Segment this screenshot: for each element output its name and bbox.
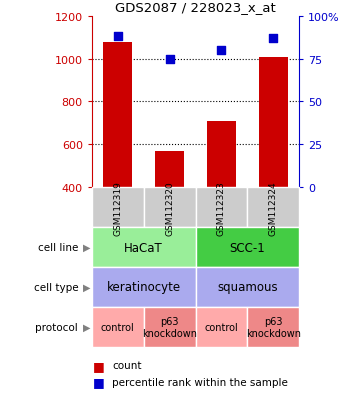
Bar xyxy=(92,268,196,307)
Bar xyxy=(195,268,299,307)
Text: GSM112320: GSM112320 xyxy=(165,180,174,235)
Point xyxy=(115,34,120,40)
Text: ▶: ▶ xyxy=(83,282,90,292)
Bar xyxy=(195,307,247,347)
Bar xyxy=(143,188,195,228)
Point xyxy=(219,47,224,54)
Text: ▶: ▶ xyxy=(83,322,90,332)
Text: cell type: cell type xyxy=(34,282,78,292)
Bar xyxy=(155,152,184,188)
Bar xyxy=(195,188,247,228)
Bar xyxy=(92,188,143,228)
Text: control: control xyxy=(101,322,135,332)
Bar xyxy=(259,58,288,188)
Text: ■: ■ xyxy=(93,375,104,389)
Bar xyxy=(92,228,196,268)
Bar xyxy=(92,307,143,347)
Bar xyxy=(248,307,299,347)
Text: cell line: cell line xyxy=(38,242,78,252)
Text: count: count xyxy=(112,361,142,370)
Point xyxy=(167,56,172,63)
Text: protocol: protocol xyxy=(35,322,78,332)
Text: ■: ■ xyxy=(93,359,104,372)
Title: GDS2087 / 228023_x_at: GDS2087 / 228023_x_at xyxy=(115,1,276,14)
Text: percentile rank within the sample: percentile rank within the sample xyxy=(112,377,288,387)
Text: GSM112319: GSM112319 xyxy=(113,180,122,235)
Text: SCC-1: SCC-1 xyxy=(230,241,265,254)
Text: squamous: squamous xyxy=(217,281,278,294)
Bar xyxy=(207,121,236,188)
Text: control: control xyxy=(205,322,238,332)
Text: ▶: ▶ xyxy=(83,242,90,252)
Text: GSM112323: GSM112323 xyxy=(217,180,226,235)
Text: HaCaT: HaCaT xyxy=(124,241,163,254)
Text: p63
knockdown: p63 knockdown xyxy=(142,316,197,338)
Text: GSM112324: GSM112324 xyxy=(269,180,278,235)
Bar xyxy=(248,188,299,228)
Point xyxy=(271,36,276,42)
Bar xyxy=(143,307,195,347)
Text: keratinocyte: keratinocyte xyxy=(106,281,181,294)
Bar xyxy=(103,43,132,188)
Bar xyxy=(195,228,299,268)
Text: p63
knockdown: p63 knockdown xyxy=(246,316,301,338)
